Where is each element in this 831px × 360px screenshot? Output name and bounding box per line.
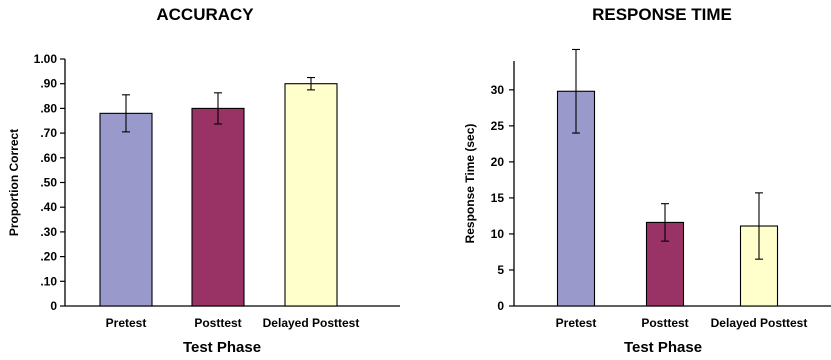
y-tick-label: 10 — [491, 227, 505, 241]
y-tick-label: 20 — [491, 155, 505, 169]
y-tick-label: 1.00 — [34, 52, 58, 66]
chart-accuracy: ACCURACY 0 .10 .20 .30 .40 .50 .60 .70 .80 .90 1.00… — [7, 5, 400, 356]
x-axis-label: Test Phase — [624, 339, 702, 356]
y-tick-label: .40 — [40, 200, 57, 214]
bar-posttest — [191, 107, 245, 307]
y-tick-label: .10 — [40, 274, 57, 288]
x-category-label: Delayed Posttest — [263, 316, 360, 330]
y-tick-label: 5 — [497, 263, 504, 277]
bar-pretest — [99, 112, 153, 307]
x-category-label: Posttest — [641, 316, 688, 330]
y-tick-label: 30 — [491, 83, 505, 97]
chart-title: RESPONSE TIME — [592, 5, 732, 24]
y-tick-label: 0 — [497, 299, 504, 313]
y-tick-label: 15 — [491, 191, 505, 205]
y-tick-label: .80 — [40, 101, 57, 115]
x-category-label: Delayed Posttest — [711, 316, 808, 330]
x-category-label: Pretest — [106, 316, 147, 330]
y-tick-label: .20 — [40, 250, 57, 264]
y-tick-label: .60 — [40, 151, 57, 165]
bar-delayed-posttest — [284, 83, 338, 307]
y-tick-label: 0 — [50, 299, 57, 313]
x-category-label: Posttest — [194, 316, 241, 330]
y-tick-label: .70 — [40, 126, 57, 140]
x-axis-label: Test Phase — [183, 339, 261, 356]
y-tick-label: 25 — [491, 119, 505, 133]
y-tick-label: .30 — [40, 225, 57, 239]
chart-response-time: RESPONSE TIME 0 5 10 15 20 25 30 Pretest Posttest… — [463, 5, 831, 356]
y-axis-label: Proportion Correct — [7, 129, 21, 236]
y-tick-label: .90 — [40, 77, 57, 91]
chart-title: ACCURACY — [156, 5, 254, 24]
y-axis-label: Response Time (sec) — [463, 124, 477, 244]
y-tick-label: .50 — [40, 176, 57, 190]
x-category-label: Pretest — [556, 316, 597, 330]
